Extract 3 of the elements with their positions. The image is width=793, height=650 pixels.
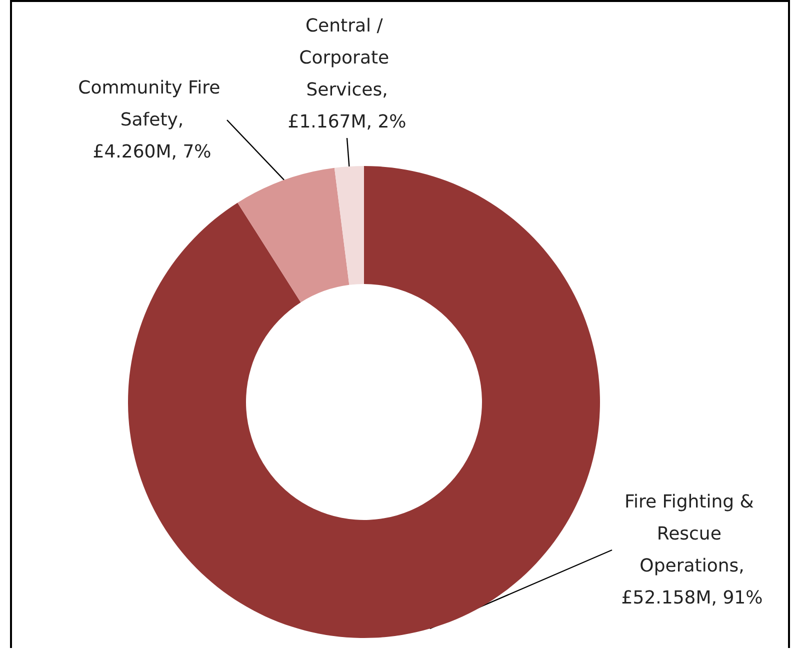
slice-label: Fire Fighting & Rescue Operations, £52.158M, 91% xyxy=(621,492,763,608)
slice-label: Central / Corporate Services, £1.167M, 2% xyxy=(288,16,406,132)
slice-label: Community Fire Safety, £4.260M, 7% xyxy=(78,78,226,162)
